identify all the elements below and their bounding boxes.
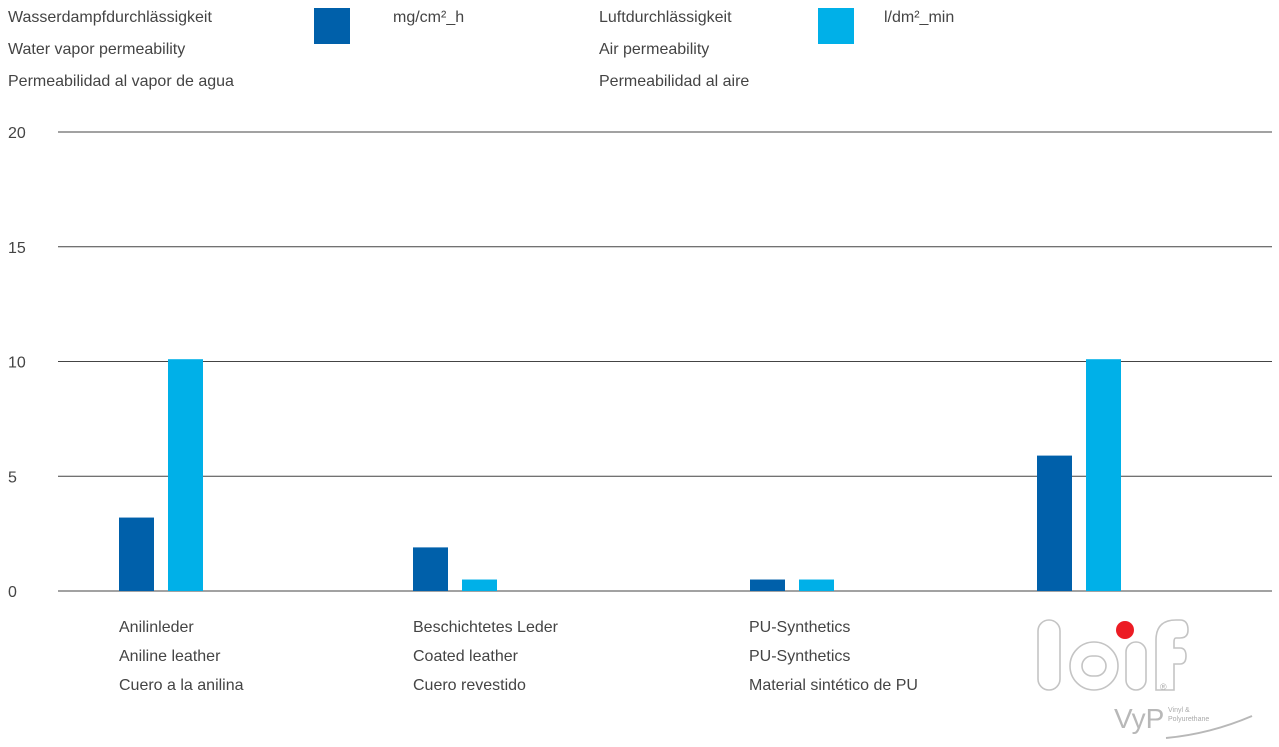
- category-label-pu-synthetics: PU-Synthetics PU-Synthetics Material sin…: [749, 613, 918, 700]
- y-tick-label-20: 20: [8, 125, 26, 142]
- y-tick-label-10: 10: [8, 355, 26, 372]
- category-0-line-de: Anilinleder: [119, 619, 194, 636]
- category-0-line-es: Cuero a la anilina: [119, 677, 244, 694]
- category-1-line-es: Cuero revestido: [413, 677, 526, 694]
- bar-series2-category3: [799, 579, 834, 591]
- legend-series2-swatch: [818, 8, 854, 44]
- category-2-line-de: PU-Synthetics: [749, 619, 851, 636]
- category-0-line-en: Aniline leather: [119, 648, 221, 665]
- category-1-line-de: Beschichtetes Leder: [413, 619, 558, 636]
- laif-vyp-logo: ® VyP Vinyl & Polyurethane: [1030, 612, 1270, 742]
- legend-series1-unit: mg/cm²_h: [393, 9, 465, 26]
- bar-series1-category2: [413, 547, 448, 591]
- legend-series1-swatch: [314, 8, 350, 44]
- bar-chart: 0 5 10 15 20: [8, 125, 1272, 601]
- category-2-line-es: Material sintético de PU: [749, 677, 918, 694]
- registered-mark: ®: [1160, 682, 1167, 692]
- vyp-tagline-2: Polyurethane: [1168, 716, 1209, 723]
- bar-series1-category4: [1037, 455, 1072, 591]
- bar-series2-category2: [462, 579, 497, 591]
- vyp-swoosh: [1165, 715, 1253, 739]
- bar-series1-category3: [750, 579, 785, 591]
- category-label-beschichtetes-leder: Beschichtetes Leder Coated leather Cuero…: [413, 613, 558, 700]
- legend-series1-line-en: Water vapor permeability: [8, 41, 186, 58]
- y-tick-label-0: 0: [8, 584, 17, 601]
- bar-series2-category4: [1086, 359, 1121, 591]
- laif-dot-icon: [1116, 621, 1134, 639]
- legend-series2-line-de: Luftdurchlässigkeit: [599, 9, 732, 26]
- category-1-line-en: Coated leather: [413, 648, 518, 665]
- legend-series2-text: Luftdurchlässigkeit Air permeability Per…: [599, 2, 749, 98]
- legend-series2-line-en: Air permeability: [599, 41, 710, 58]
- y-tick-label-5: 5: [8, 469, 17, 486]
- category-2-line-en: PU-Synthetics: [749, 648, 851, 665]
- legend-series2-line-es: Permeabilidad al aire: [599, 73, 750, 90]
- vyp-tagline-1: Vinyl &: [1168, 707, 1190, 714]
- bar-series2-category1: [168, 359, 203, 591]
- laif-logo-graphic: ® VyP Vinyl & Polyurethane: [1037, 619, 1253, 739]
- vyp-wordmark: VyP: [1114, 703, 1164, 734]
- y-tick-label-15: 15: [8, 240, 26, 257]
- category-label-anilinleder: Anilinleder Aniline leather Cuero a la a…: [119, 613, 244, 700]
- legend-series2-unit: l/dm²_min: [884, 9, 955, 26]
- legend-series1-text: Wasserdampfdurchlässigkeit Water vapor p…: [8, 2, 234, 98]
- bar-series1-category1: [119, 517, 154, 591]
- legend-series1-line-de: Wasserdampfdurchlässigkeit: [8, 9, 212, 26]
- legend-series1-line-es: Permeabilidad al vapor de agua: [8, 73, 234, 90]
